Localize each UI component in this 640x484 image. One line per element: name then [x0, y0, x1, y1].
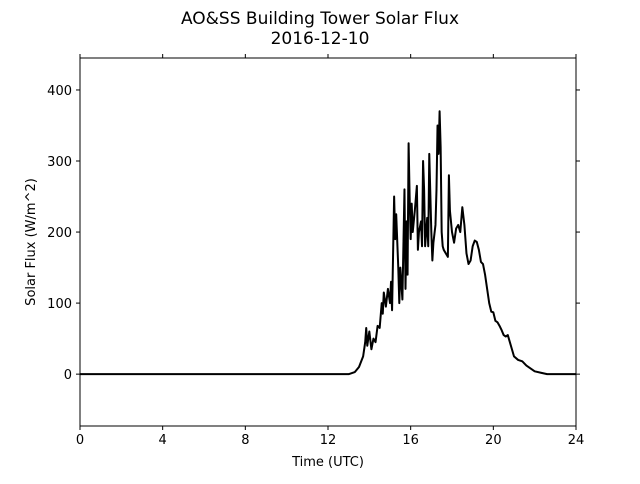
- y-tick-label: 100: [47, 297, 72, 312]
- y-tick-label: 300: [47, 155, 72, 170]
- x-tick-label: 0: [76, 433, 84, 448]
- chart-title: AO&SS Building Tower Solar Flux: [181, 9, 459, 29]
- x-tick-label: 20: [485, 433, 502, 448]
- x-axis-label: Time (UTC): [291, 455, 364, 470]
- plot-frame: [79, 57, 577, 427]
- x-tick-label: 16: [402, 433, 419, 448]
- x-tick-label: 12: [320, 433, 337, 448]
- y-tick-label: 0: [64, 368, 72, 383]
- chart-subtitle: 2016-12-10: [271, 29, 370, 49]
- x-tick-label: 4: [159, 433, 167, 448]
- y-axis-label: Solar Flux (W/m^2): [24, 178, 39, 306]
- y-tick-label: 400: [47, 84, 72, 99]
- x-tick-label: 8: [241, 433, 249, 448]
- data-line: [80, 110, 576, 376]
- x-tick-label: 24: [568, 433, 585, 448]
- y-tick-label: 200: [47, 226, 72, 241]
